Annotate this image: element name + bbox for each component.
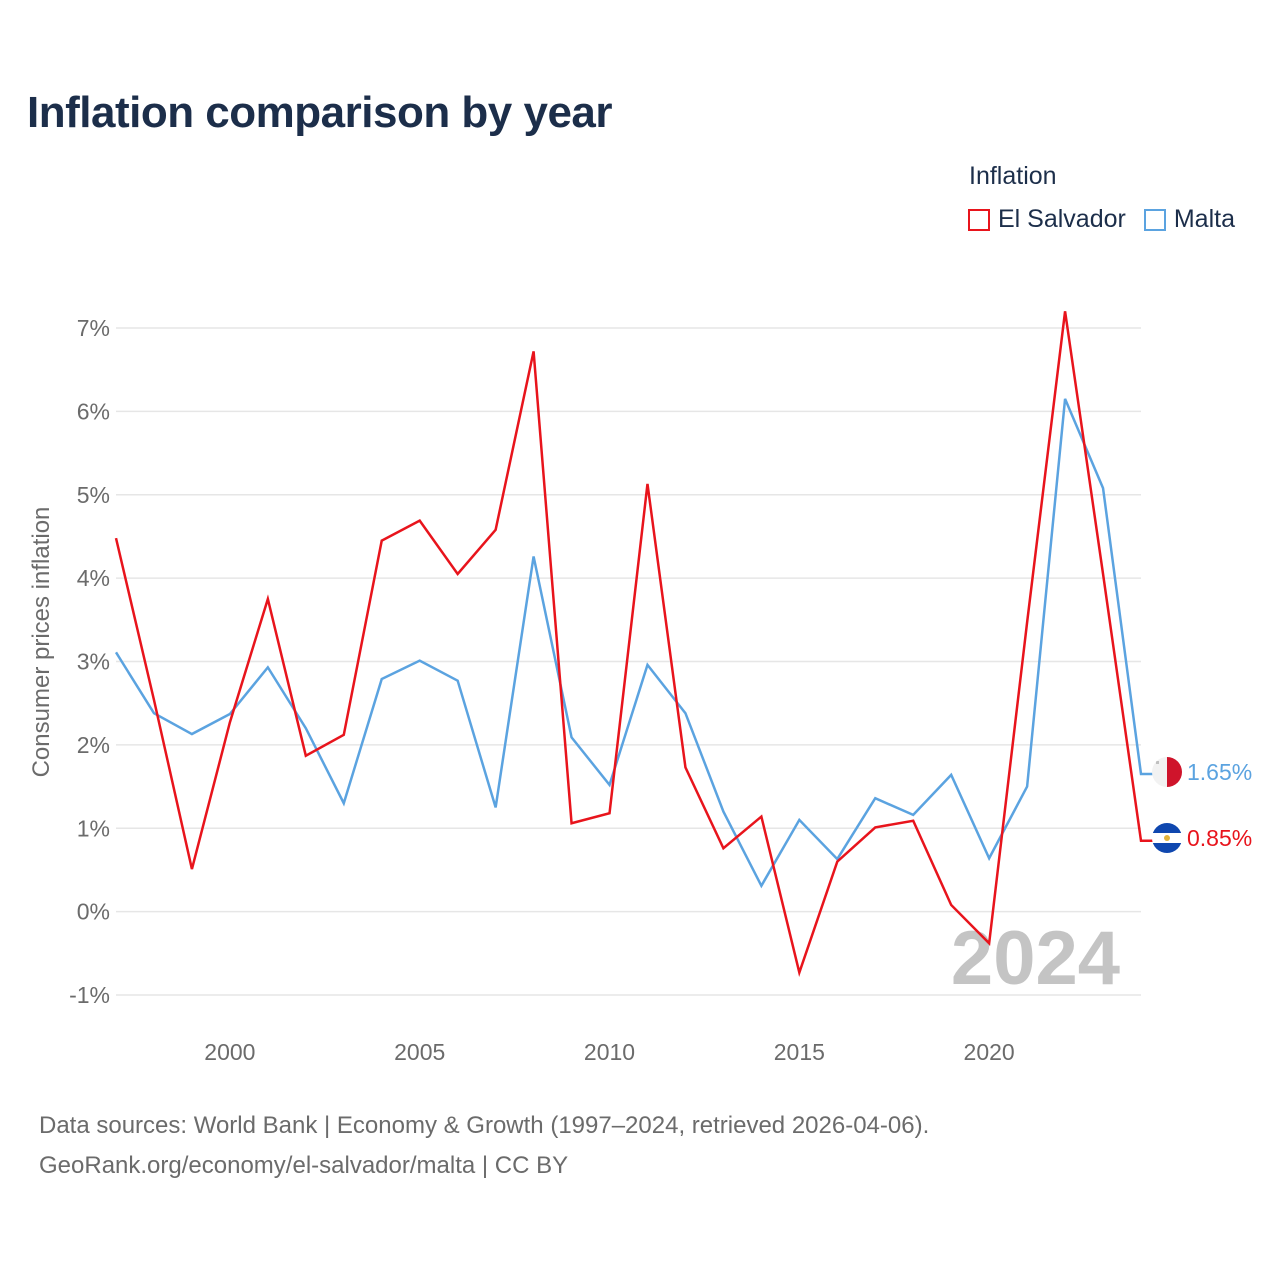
footer: Data sources: World Bank | Economy & Gro… bbox=[39, 1106, 929, 1186]
series-line-el-salvador bbox=[114, 311, 1153, 977]
chart-title: Inflation comparison by year bbox=[27, 88, 613, 137]
legend: El Salvador Malta bbox=[968, 205, 1253, 234]
end-label-el-salvador: 0.85% bbox=[1187, 825, 1252, 851]
x-tick-label: 2010 bbox=[584, 1039, 635, 1065]
y-tick-label: 7% bbox=[77, 315, 110, 341]
y-tick-label: 6% bbox=[77, 398, 110, 424]
y-tick-label: -1% bbox=[69, 982, 110, 1008]
y-tick-label: 3% bbox=[77, 649, 110, 675]
series-line-malta bbox=[114, 398, 1153, 889]
legend-item-malta[interactable]: Malta bbox=[1143, 205, 1235, 234]
legend-title: Inflation bbox=[969, 162, 1057, 190]
malta-flag-icon bbox=[1152, 757, 1182, 787]
footer-attribution[interactable]: GeoRank.org/economy/el-salvador/malta | … bbox=[39, 1152, 569, 1179]
y-tick-label: 5% bbox=[77, 482, 110, 508]
x-tick-label: 2020 bbox=[964, 1039, 1015, 1065]
legend-label-malta: Malta bbox=[1173, 205, 1235, 233]
el-salvador-flag-icon bbox=[1152, 823, 1182, 853]
legend-item-el-salvador[interactable]: El Salvador bbox=[968, 205, 1126, 234]
end-label-malta: 1.65% bbox=[1187, 759, 1252, 785]
legend-swatch-el-salvador bbox=[968, 208, 990, 231]
x-tick-label: 2005 bbox=[394, 1039, 445, 1065]
footer-sources: Data sources: World Bank | Economy & Gro… bbox=[39, 1112, 930, 1139]
y-tick-label: 0% bbox=[77, 899, 110, 925]
x-tick-label: 2015 bbox=[774, 1039, 825, 1065]
legend-label-el-salvador: El Salvador bbox=[998, 205, 1126, 233]
legend-swatch-malta bbox=[1143, 208, 1166, 231]
x-tick-label: 2000 bbox=[204, 1039, 255, 1065]
y-tick-label: 1% bbox=[77, 815, 110, 841]
y-tick-label: 4% bbox=[77, 565, 110, 591]
year-watermark: 2024 bbox=[951, 916, 1120, 1001]
y-tick-label: 2% bbox=[77, 732, 110, 758]
